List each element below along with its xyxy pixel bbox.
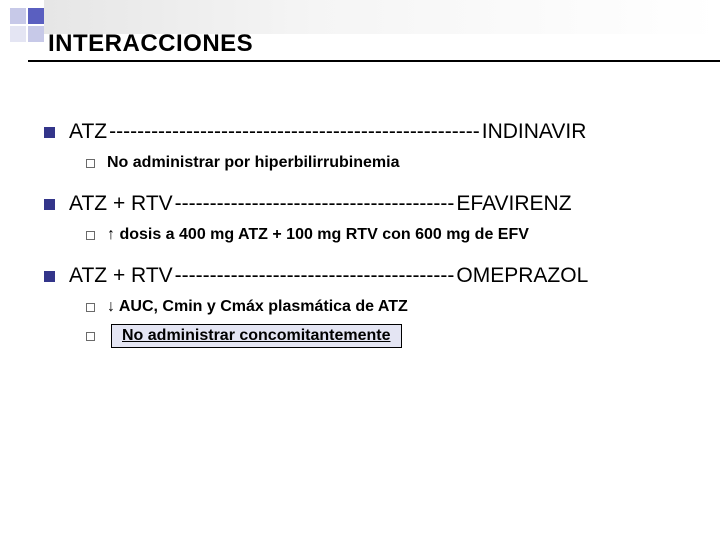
dash-separator: ----------------------------------------	[173, 264, 457, 288]
dash-separator: ----------------------------------------…	[107, 120, 482, 144]
corner-decoration	[10, 8, 44, 42]
sub-row: No administrar concomitantemente	[86, 324, 690, 348]
slide-title: INTERACCIONES	[48, 30, 253, 58]
drug-left: ATZ + RTV	[69, 192, 173, 216]
boxed-warning: No administrar concomitantemente	[111, 324, 402, 348]
hollow-bullet-icon	[86, 332, 95, 341]
sub-text: ↓ AUC, Cmin y Cmáx plasmática de ATZ	[107, 298, 408, 316]
sub-row: No administrar por hiperbilirrubinemia	[86, 154, 690, 172]
sub-row: ↑ dosis a 400 mg ATZ + 100 mg RTV con 60…	[86, 226, 690, 244]
title-gradient-bg	[44, 0, 720, 34]
drug-left: ATZ + RTV	[69, 264, 173, 288]
title-underline	[28, 60, 720, 62]
drug-left: ATZ	[69, 120, 107, 144]
dash-separator: ----------------------------------------	[173, 192, 457, 216]
square-bullet-icon	[44, 271, 55, 282]
hollow-bullet-icon	[86, 159, 95, 168]
hollow-bullet-icon	[86, 303, 95, 312]
square-bullet-icon	[44, 199, 55, 210]
drug-right: INDINAVIR	[482, 120, 587, 144]
drug-right: OMEPRAZOL	[456, 264, 588, 288]
hollow-bullet-icon	[86, 231, 95, 240]
square-bullet-icon	[44, 127, 55, 138]
drug-right: EFAVIRENZ	[456, 192, 571, 216]
main-row: ATZ + RTV ------------------------------…	[44, 264, 690, 288]
main-row: ATZ + RTV ------------------------------…	[44, 192, 690, 216]
sub-row: ↓ AUC, Cmin y Cmáx plasmática de ATZ	[86, 298, 690, 316]
sub-text: No administrar por hiperbilirrubinemia	[107, 154, 400, 172]
content-area: ATZ ------------------------------------…	[44, 120, 690, 368]
sub-text: ↑ dosis a 400 mg ATZ + 100 mg RTV con 60…	[107, 226, 529, 244]
main-row: ATZ ------------------------------------…	[44, 120, 690, 144]
